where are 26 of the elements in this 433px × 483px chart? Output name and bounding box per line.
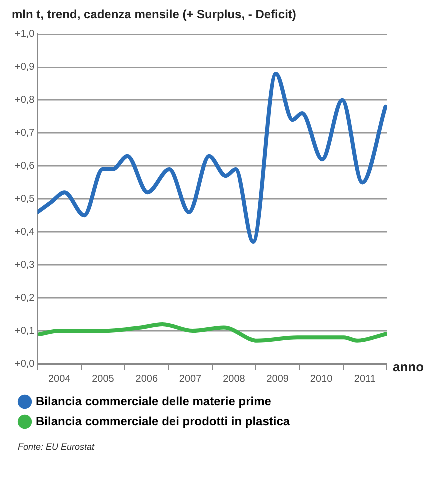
x-tick-label: 2011 xyxy=(354,374,376,385)
y-tick-label: +0,2 xyxy=(14,292,36,304)
y-tick-label: +0,1 xyxy=(14,326,36,337)
y-tick-label: +0,6 xyxy=(14,160,36,172)
source-note: Fonte: EU Eurostat xyxy=(18,442,96,452)
legend-label: Bilancia commerciale dei prodotti in plastica xyxy=(36,414,290,428)
x-tick-label: 2008 xyxy=(223,374,246,385)
y-tick-label: +0,3 xyxy=(14,260,36,271)
chart-title: mln t, trend, cadenza mensile (+ Surplus, - Deficit) xyxy=(12,8,296,22)
x-tick-label: 2009 xyxy=(266,374,290,385)
x-tick-label: 2005 xyxy=(92,374,115,385)
y-tick-label: +0,4 xyxy=(14,226,36,238)
y-tick-label: +0,7 xyxy=(14,128,36,140)
y-tick-label: +0,9 xyxy=(14,62,36,74)
x-axis-title: anno xyxy=(393,360,424,375)
legend-label: Bilancia commerciale delle materie prime xyxy=(36,394,272,408)
y-tick-label: +0,5 xyxy=(14,194,36,205)
y-tick-label: +0,8 xyxy=(14,95,36,106)
x-tick-label: 2004 xyxy=(48,374,72,385)
x-tick-label: 2010 xyxy=(310,374,334,385)
x-tick-label: 2007 xyxy=(179,374,202,385)
y-tick-label: +0,0 xyxy=(14,358,36,370)
y-tick-label: +1,0 xyxy=(14,29,36,40)
x-tick-label: 2006 xyxy=(136,374,158,385)
line-series xyxy=(38,322,387,343)
line-series xyxy=(38,72,387,244)
